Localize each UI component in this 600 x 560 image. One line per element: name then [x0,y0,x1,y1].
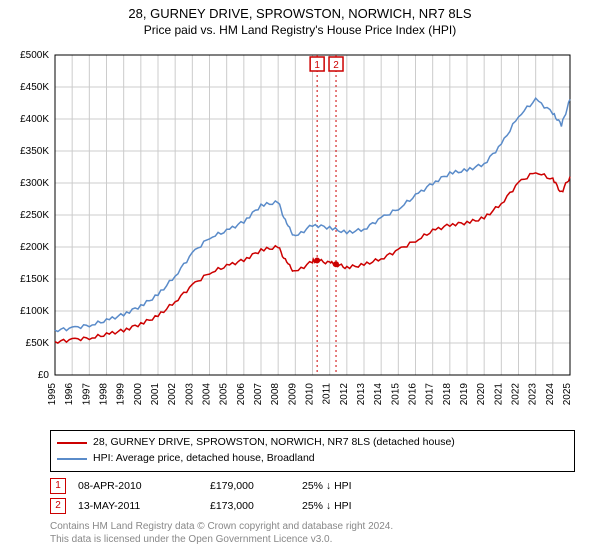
svg-text:2008: 2008 [270,383,281,406]
svg-text:2022: 2022 [511,383,522,406]
svg-text:2020: 2020 [476,383,487,406]
svg-text:£400K: £400K [20,114,49,125]
svg-text:1999: 1999 [116,383,127,406]
svg-text:2024: 2024 [545,383,556,406]
chart-plot-area: £0£50K£100K£150K£200K£250K£300K£350K£400… [50,50,575,400]
credit-line-2: This data is licensed under the Open Gov… [50,533,575,546]
chart-footer: 28, GURNEY DRIVE, SPROWSTON, NORWICH, NR… [50,430,575,546]
svg-text:2018: 2018 [442,383,453,406]
svg-text:2025: 2025 [562,383,573,406]
transaction-row-2: 2 13-MAY-2011 £173,000 25% ↓ HPI [50,498,575,514]
transaction-row-1: 1 08-APR-2010 £179,000 25% ↓ HPI [50,478,575,494]
chart-title: 28, GURNEY DRIVE, SPROWSTON, NORWICH, NR… [0,6,600,21]
chart-svg: £0£50K£100K£150K£200K£250K£300K£350K£400… [50,50,575,420]
svg-text:£150K: £150K [20,274,49,285]
svg-text:2014: 2014 [373,383,384,406]
svg-text:2016: 2016 [408,383,419,406]
svg-text:1998: 1998 [99,383,110,406]
svg-text:2013: 2013 [356,383,367,406]
transaction-date-1: 08-APR-2010 [78,480,198,492]
svg-text:2021: 2021 [493,383,504,406]
svg-text:2019: 2019 [459,383,470,406]
credit-text: Contains HM Land Registry data © Crown c… [50,520,575,546]
svg-text:1995: 1995 [47,383,58,406]
transaction-marker-1: 1 [50,478,66,494]
svg-text:2005: 2005 [219,383,230,406]
legend-label-hpi: HPI: Average price, detached house, Broa… [93,451,315,467]
svg-text:2012: 2012 [339,383,350,406]
transaction-note-2: 25% ↓ HPI [302,500,352,512]
legend-label-property: 28, GURNEY DRIVE, SPROWSTON, NORWICH, NR… [93,435,455,451]
svg-text:£100K: £100K [20,306,49,317]
svg-text:2006: 2006 [236,383,247,406]
svg-text:£50K: £50K [26,338,50,349]
legend-swatch-property [57,442,87,444]
chart-container: 28, GURNEY DRIVE, SPROWSTON, NORWICH, NR… [0,0,600,560]
svg-text:£0: £0 [38,370,50,381]
transaction-price-2: £173,000 [210,500,290,512]
svg-text:£200K: £200K [20,242,49,253]
transaction-date-2: 13-MAY-2011 [78,500,198,512]
legend-row-hpi: HPI: Average price, detached house, Broa… [57,451,568,467]
svg-text:£350K: £350K [20,146,49,157]
svg-text:2000: 2000 [133,383,144,406]
svg-text:2004: 2004 [202,383,213,406]
svg-text:1997: 1997 [81,383,92,406]
svg-text:2007: 2007 [253,383,264,406]
legend-row-property: 28, GURNEY DRIVE, SPROWSTON, NORWICH, NR… [57,435,568,451]
svg-text:2010: 2010 [305,383,316,406]
svg-text:2009: 2009 [287,383,298,406]
chart-subtitle: Price paid vs. HM Land Registry's House … [0,23,600,37]
svg-text:2015: 2015 [390,383,401,406]
svg-text:2017: 2017 [425,383,436,406]
transaction-price-1: £179,000 [210,480,290,492]
svg-text:2001: 2001 [150,383,161,406]
svg-text:£450K: £450K [20,82,49,93]
svg-text:2023: 2023 [528,383,539,406]
svg-text:1996: 1996 [64,383,75,406]
svg-text:2003: 2003 [184,383,195,406]
svg-text:1: 1 [314,60,320,71]
svg-text:2002: 2002 [167,383,178,406]
legend-swatch-hpi [57,458,87,460]
title-block: 28, GURNEY DRIVE, SPROWSTON, NORWICH, NR… [0,0,600,37]
credit-line-1: Contains HM Land Registry data © Crown c… [50,520,575,533]
svg-text:2: 2 [333,60,339,71]
transaction-note-1: 25% ↓ HPI [302,480,352,492]
svg-text:£300K: £300K [20,178,49,189]
legend-box: 28, GURNEY DRIVE, SPROWSTON, NORWICH, NR… [50,430,575,472]
transaction-marker-2: 2 [50,498,66,514]
svg-text:£500K: £500K [20,50,49,61]
svg-text:£250K: £250K [20,210,49,221]
svg-text:2011: 2011 [322,383,333,405]
